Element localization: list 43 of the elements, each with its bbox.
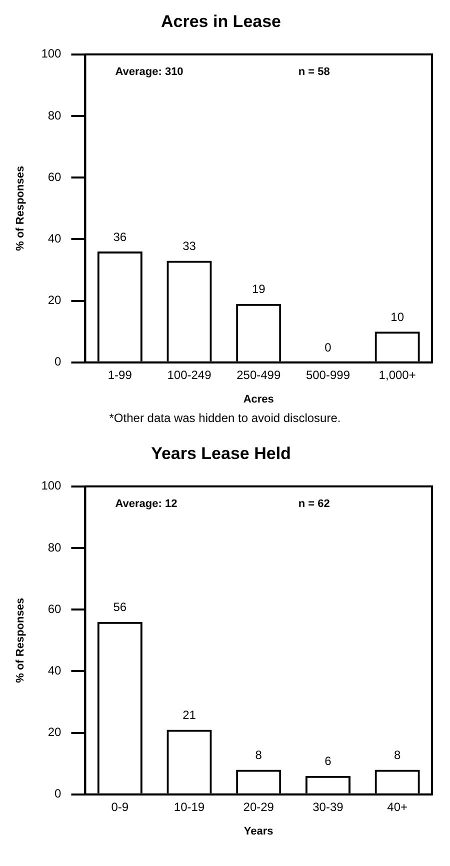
x-tick-label: 1,000+ <box>378 368 416 382</box>
data-label: 36 <box>113 230 127 244</box>
x-tick-label: 10-19 <box>174 800 205 814</box>
x-tick-label: 500-999 <box>306 368 350 382</box>
y-axis-title: % of Responses <box>14 166 27 251</box>
x-axis-title: Acres <box>243 393 274 406</box>
y-tick-label: 100 <box>41 478 62 493</box>
y-tick-label: 20 <box>48 293 62 308</box>
annotation: n = 58 <box>298 66 330 78</box>
y-tick-label: 40 <box>48 232 62 246</box>
y-tick-label: 0 <box>54 786 62 801</box>
data-label: 19 <box>252 282 266 296</box>
data-label: 8 <box>255 748 262 762</box>
x-tick-label: 0-9 <box>111 800 129 814</box>
text: *Other data was hidden to avoid disclosure. <box>108 410 342 427</box>
data-label: 21 <box>182 708 196 722</box>
x-tick-label: 100-249 <box>167 368 212 382</box>
x-tick-label: 1-99 <box>108 368 132 382</box>
y-tick-label: 0 <box>54 354 62 369</box>
x-tick-label: 40+ <box>387 800 408 814</box>
data-label: 0 <box>324 340 332 355</box>
y-tick-label: 60 <box>48 170 62 184</box>
x-axis-title: Years <box>244 825 274 838</box>
annotation: Average: 310 <box>115 66 184 78</box>
data-label: 56 <box>113 600 127 614</box>
annotation: n = 62 <box>298 498 330 510</box>
data-label: 6 <box>324 754 332 768</box>
y-tick-label: 40 <box>48 664 62 678</box>
y-tick-label: 20 <box>48 725 62 740</box>
y-tick-label: 80 <box>48 540 62 554</box>
x-tick-label: 20-29 <box>243 800 274 814</box>
data-label: 10 <box>390 310 404 324</box>
y-tick-label: 60 <box>48 602 62 616</box>
x-tick-label: 250-499 <box>236 368 281 382</box>
annotation: Average: 12 <box>115 498 178 510</box>
data-label: 33 <box>182 239 196 254</box>
x-tick-label: 30-39 <box>312 800 344 814</box>
chart-title: Years Lease Held <box>151 444 291 463</box>
chart-title: Acres in Lease <box>160 12 282 31</box>
y-tick-label: 80 <box>48 108 62 122</box>
y-axis-title: % of Responses <box>14 598 27 683</box>
data-label: 8 <box>394 748 401 762</box>
y-tick-label: 100 <box>41 46 62 61</box>
